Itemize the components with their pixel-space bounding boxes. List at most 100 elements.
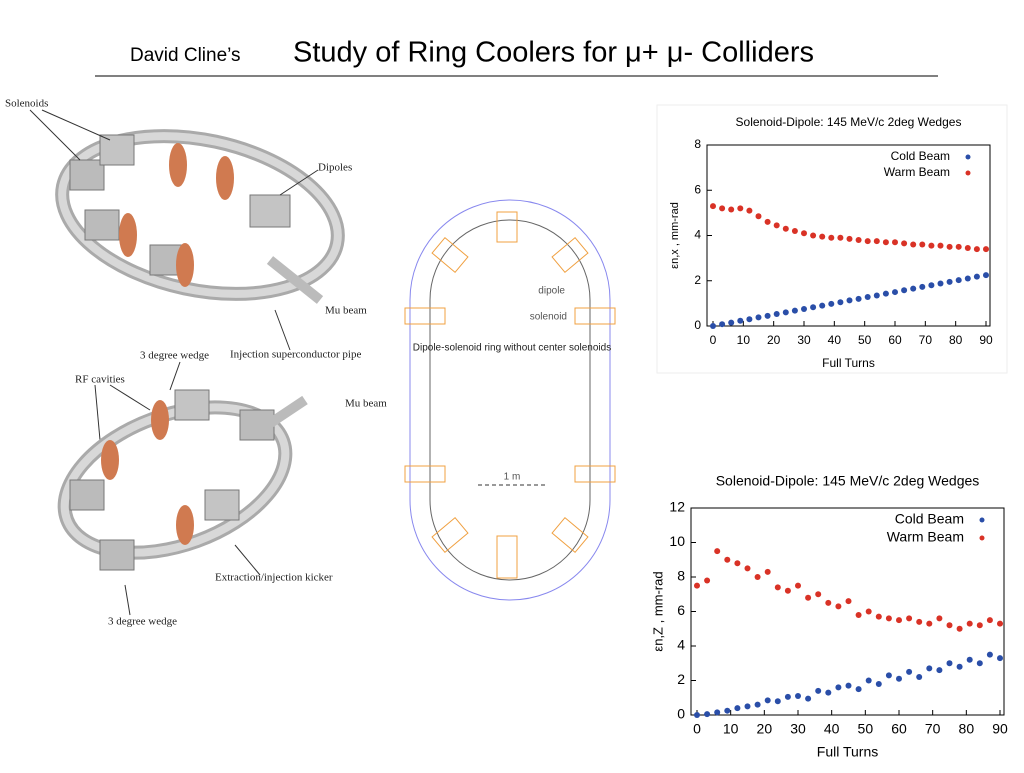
- data-point: [734, 705, 741, 712]
- data-point: [973, 273, 980, 280]
- data-point: [846, 235, 853, 242]
- data-point: [791, 307, 798, 314]
- data-point: [835, 603, 842, 610]
- data-point: [946, 243, 953, 250]
- data-point: [875, 613, 882, 620]
- data-point: [815, 687, 822, 694]
- data-point: [928, 282, 935, 289]
- ring-label: 3 degree wedge: [108, 616, 177, 628]
- y-tick-label: 6: [677, 602, 685, 618]
- data-point: [810, 304, 817, 311]
- data-point: [724, 556, 731, 563]
- data-point: [728, 319, 735, 326]
- data-point: [805, 594, 812, 601]
- data-point: [791, 227, 798, 234]
- data-point: [896, 617, 902, 624]
- data-point: [828, 234, 835, 241]
- x-tick-label: 90: [992, 721, 1008, 737]
- y-tick-label: 4: [694, 228, 701, 242]
- data-point: [719, 205, 726, 212]
- ring-label: Extraction/injection kicker: [215, 572, 333, 584]
- data-point: [719, 321, 726, 328]
- y-tick-label: 0: [694, 318, 701, 332]
- data-point: [926, 620, 933, 627]
- data-point: [997, 620, 1003, 627]
- data-point: [928, 242, 935, 249]
- data-point: [864, 238, 871, 245]
- legend-marker: [965, 170, 971, 176]
- data-point: [755, 314, 762, 321]
- x-tick-label: 40: [824, 721, 840, 737]
- data-point: [737, 205, 744, 212]
- data-point: [936, 667, 943, 674]
- data-point: [734, 560, 741, 567]
- legend-label: Cold Beam: [891, 149, 950, 163]
- data-point: [956, 625, 963, 632]
- x-tick-label: 10: [723, 721, 739, 737]
- data-point: [882, 239, 889, 246]
- data-point: [782, 225, 789, 232]
- data-point: [795, 582, 801, 589]
- data-point: [865, 677, 872, 684]
- diagram-caption: Dipole-solenoid ring without center sole…: [413, 343, 611, 354]
- y-tick-label: 8: [694, 137, 701, 151]
- data-point: [714, 709, 721, 716]
- author: David Cline’s: [130, 45, 241, 66]
- ring-label: Dipoles: [318, 162, 352, 174]
- data-point: [910, 241, 917, 248]
- layout-diagram: [404, 199, 616, 601]
- data-point: [966, 620, 973, 627]
- data-point: [916, 674, 923, 681]
- y-tick-label: 2: [694, 273, 701, 287]
- data-point: [910, 285, 917, 292]
- data-point: [774, 698, 781, 705]
- data-point: [855, 611, 862, 618]
- data-point: [815, 591, 822, 598]
- data-point: [704, 577, 711, 584]
- data-point: [801, 230, 807, 237]
- data-point: [837, 299, 844, 306]
- data-point: [710, 323, 716, 329]
- legend-marker: [979, 535, 985, 541]
- data-point: [986, 651, 993, 658]
- data-point: [782, 309, 789, 316]
- ring-label: Mu beam: [325, 305, 367, 317]
- x-tick-label: 80: [949, 333, 963, 347]
- x-tick-label: 20: [757, 721, 773, 737]
- data-point: [906, 668, 913, 675]
- data-point: [906, 615, 913, 622]
- legend-label: Warm Beam: [884, 165, 950, 179]
- data-point: [873, 238, 880, 245]
- ring-label: Solenoids: [5, 98, 48, 110]
- data-point: [845, 682, 852, 689]
- x-axis-label: Full Turns: [817, 744, 878, 760]
- y-tick-label: 4: [677, 637, 685, 653]
- data-point: [864, 294, 871, 301]
- data-point: [795, 693, 801, 700]
- ring-label: RF cavities: [75, 374, 125, 386]
- data-point: [828, 300, 835, 307]
- data-point: [819, 302, 826, 309]
- y-tick-label: 2: [677, 671, 685, 687]
- data-point: [819, 233, 826, 240]
- data-point: [710, 203, 716, 210]
- y-tick-label: 6: [694, 182, 701, 196]
- data-point: [919, 241, 926, 248]
- data-point: [916, 618, 923, 625]
- x-axis-label: Full Turns: [822, 356, 875, 370]
- data-point: [855, 295, 862, 302]
- data-point: [784, 693, 791, 700]
- data-point: [694, 582, 700, 589]
- data-point: [955, 277, 962, 284]
- y-tick-label: 0: [677, 706, 685, 722]
- data-point: [875, 680, 882, 687]
- data-point: [865, 608, 872, 615]
- ring-top-illustration: [55, 129, 345, 304]
- data-point: [892, 239, 898, 246]
- ring-label: Injection superconductor pipe: [230, 349, 361, 361]
- data-point: [810, 232, 817, 239]
- data-point: [825, 599, 832, 606]
- data-point: [896, 675, 902, 682]
- data-point: [946, 278, 953, 285]
- x-tick-label: 20: [767, 333, 781, 347]
